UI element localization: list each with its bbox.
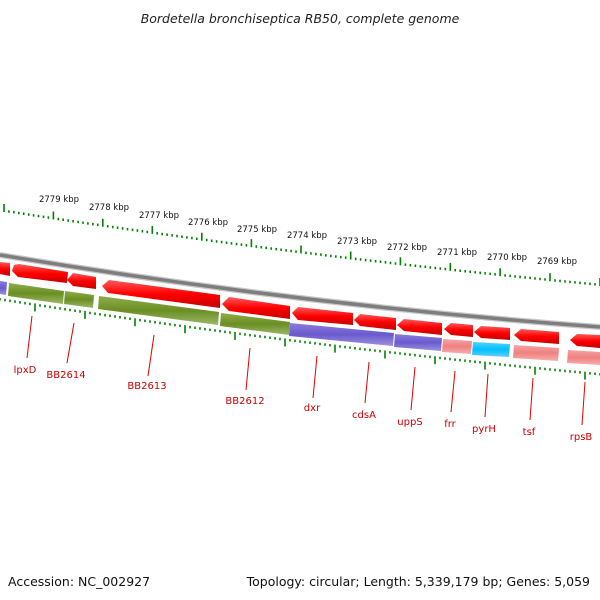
- gene-label: rpsB: [570, 432, 593, 443]
- gene-arrow: [67, 273, 96, 289]
- gene-label: lpxD: [14, 365, 37, 376]
- gene-arrow: [444, 323, 473, 337]
- scale-label: 2773 kbp: [337, 237, 377, 247]
- category-block: [567, 350, 600, 365]
- category-block: [442, 339, 472, 354]
- accession-text: Accession: NC_002927: [8, 574, 150, 589]
- leader-line: [410, 366, 416, 411]
- gene-label: BB2614: [46, 370, 85, 381]
- scale-label: 2779 kbp: [39, 195, 79, 205]
- scale-label: 2775 kbp: [237, 225, 277, 235]
- leader-line: [529, 377, 534, 421]
- gene-arrow: [12, 264, 68, 283]
- gene-arrow: [397, 319, 442, 335]
- leader-line: [364, 361, 370, 404]
- leader-line: [245, 347, 251, 391]
- category-block: [513, 345, 559, 361]
- scale-label: 2774 kbp: [287, 231, 327, 241]
- gene-label: frr: [444, 419, 456, 430]
- leader-line: [581, 381, 586, 426]
- outer-tick-ring: [3, 204, 600, 286]
- scale-label: 2770 kbp: [487, 253, 527, 263]
- map-title: Bordetella bronchiseptica RB50, complete…: [141, 11, 460, 26]
- gene-label: dxr: [304, 403, 321, 414]
- leader-line: [147, 334, 155, 377]
- category-block: [98, 296, 219, 325]
- gene-arrow: [292, 307, 353, 325]
- genome-backbone: [0, 252, 600, 330]
- category-block: [8, 283, 64, 304]
- leader-line: [484, 373, 489, 418]
- genome-summary-text: Topology: circular; Length: 5,339,179 bp…: [246, 574, 590, 589]
- cds-track: [0, 262, 600, 348]
- gene-label: uppS: [397, 417, 422, 428]
- gene-arrow: [102, 280, 220, 308]
- scale-label: 2772 kbp: [387, 243, 427, 253]
- category-block: [472, 342, 510, 357]
- gene-arrow: [222, 297, 290, 319]
- gene-label: tsf: [523, 427, 536, 438]
- scale-label: 2769 kbp: [537, 257, 577, 267]
- gene-arrow: [570, 334, 600, 348]
- category-block: [64, 291, 94, 308]
- gene-arrow: [514, 329, 559, 344]
- gene-arrow: [474, 326, 510, 340]
- category-block: [394, 334, 442, 351]
- gene-labels: lpxD BB2614 BB2613 BB2612 dxr cdsA uppS …: [14, 365, 593, 443]
- scale-labels: 2779 kbp 2778 kbp 2777 kbp 2776 kbp 2775…: [39, 195, 577, 267]
- gene-label: cdsA: [352, 410, 376, 421]
- scale-label: 2776 kbp: [188, 218, 228, 228]
- leader-line: [312, 355, 318, 399]
- scale-label: 2778 kbp: [89, 203, 129, 213]
- category-block: [0, 281, 7, 295]
- scale-label: 2777 kbp: [139, 211, 179, 221]
- leader-line: [450, 370, 456, 413]
- scale-label: 2771 kbp: [437, 248, 477, 258]
- category-track: [0, 281, 600, 365]
- gene-label: BB2612: [225, 396, 264, 407]
- category-block: [289, 323, 394, 346]
- gene-arrow: [354, 314, 396, 330]
- leader-line: [66, 322, 75, 364]
- gene-label: BB2613: [127, 381, 166, 392]
- inner-tick-ring: [0, 298, 600, 380]
- category-block: [220, 313, 290, 335]
- gene-arrow: [0, 262, 10, 276]
- gene-label-leaders: [26, 315, 586, 426]
- gene-label: pyrH: [472, 424, 496, 435]
- leader-line: [26, 315, 33, 359]
